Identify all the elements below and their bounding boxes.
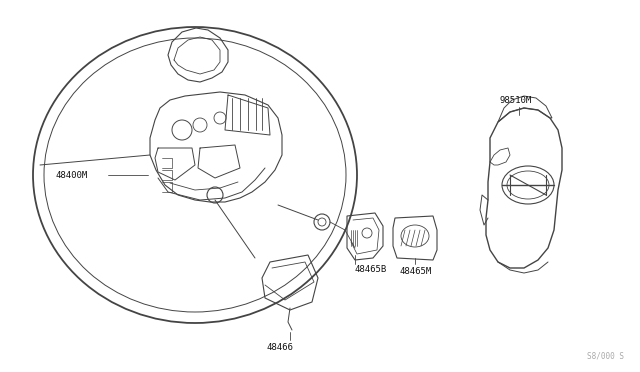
- Text: S8/000 S: S8/000 S: [587, 352, 624, 361]
- Text: 98510M: 98510M: [500, 96, 532, 105]
- Text: 48465B: 48465B: [355, 266, 387, 275]
- Text: 48466: 48466: [267, 343, 293, 353]
- Text: 48400M: 48400M: [55, 170, 87, 180]
- Text: 48465M: 48465M: [400, 267, 432, 276]
